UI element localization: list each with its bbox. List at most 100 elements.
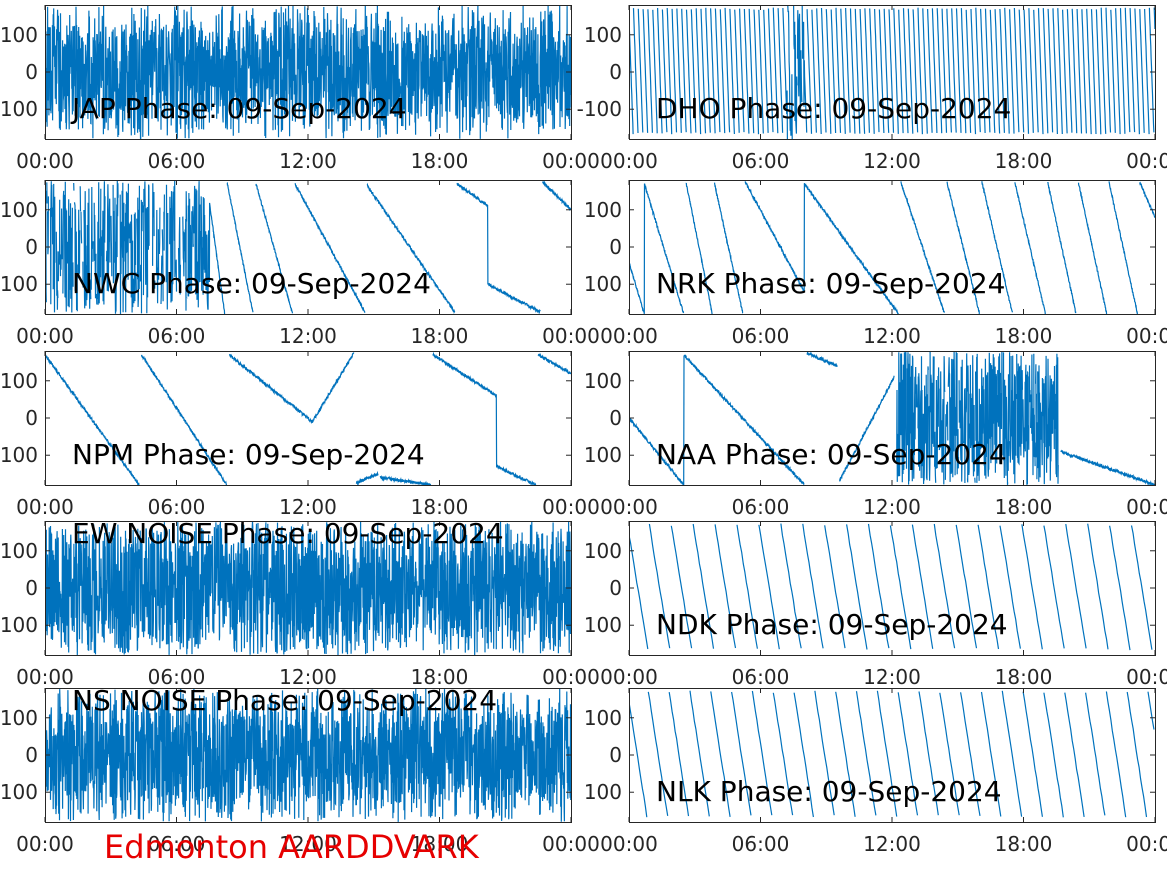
panel-title-ns-noise: NS NOISE Phase: 09-Sep-2024 [72, 684, 497, 717]
series-line-ew-noise [45, 521, 571, 655]
panel-ns-noise: 100 0 100 00:00 06:00 12:00 18:00 00:00 NS NOISE… [0, 684, 600, 856]
y-tick-label: 0 [25, 576, 38, 600]
y-tick-label: 100 [584, 706, 622, 730]
panel-title-ndk: NDK Phase: 09-Sep-2024 [656, 608, 1008, 641]
y-tick-label: 100 [584, 23, 622, 47]
x-tick-label: 06:00 [148, 149, 206, 173]
series-line-nrk [629, 181, 1155, 314]
x-tick-label: 00:00 [16, 665, 74, 689]
y-tick-label: 100 [584, 369, 622, 393]
x-tick-label: 00:00 [1126, 832, 1167, 856]
x-tick-label: 18:00 [411, 832, 469, 856]
x-tick-label: 00:00 [600, 324, 658, 348]
y-tick-label: 100 [0, 539, 38, 563]
x-tick-label: 06:00 [148, 665, 206, 689]
panel-title-nrk: NRK Phase: 09-Sep-2024 [656, 267, 1005, 300]
y-tick-label: 100 [0, 97, 38, 121]
panel-npm: 100 0 100 00:00 06:00 12:00 18:00 00:00 NPM Phas… [0, 351, 600, 519]
x-tick-label: 00:00 [542, 324, 600, 348]
panel-nrk: 100 0 100 00:00 06:00 12:00 18:00 00:00 NRK Phas… [584, 180, 1167, 348]
y-tick-label: 0 [609, 235, 622, 259]
x-tick-label: 06:00 [148, 832, 206, 856]
x-tick-label: 00:00 [542, 832, 600, 856]
panel-title-nlk: NLK Phase: 09-Sep-2024 [656, 775, 1002, 808]
y-tick-label: 100 [584, 780, 622, 804]
x-tick-label: 12:00 [279, 665, 337, 689]
y-tick-label: -100 [577, 97, 622, 121]
y-tick-label: 0 [609, 576, 622, 600]
panel-ndk: 100 0 100 00:00 06:00 12:00 18:00 00:00 NDK Phas… [584, 521, 1167, 689]
x-tick-label: 06:00 [148, 324, 206, 348]
x-tick-label: 12:00 [279, 324, 337, 348]
y-tick-label: 100 [584, 272, 622, 296]
x-tick-label: 18:00 [995, 324, 1053, 348]
x-tick-label: 18:00 [411, 665, 469, 689]
y-tick-label: 0 [25, 60, 38, 84]
x-tick-label: 18:00 [995, 149, 1053, 173]
series-line-naa [629, 351, 1155, 485]
y-tick-label: 0 [609, 406, 622, 430]
x-tick-label: 00:00 [16, 324, 74, 348]
x-tick-label: 00:00 [600, 665, 658, 689]
x-tick-label: 00:00 [16, 495, 74, 519]
panel-title-dho: DHO Phase: 09-Sep-2024 [656, 92, 1011, 125]
x-tick-label: 12:00 [279, 832, 337, 856]
panel-ew-noise: 100 0 100 00:00 06:00 12:00 18:00 00:00 EW NOISE… [0, 517, 600, 689]
y-tick-label: 100 [0, 443, 38, 467]
x-tick-label: 12:00 [863, 665, 921, 689]
x-tick-label: 00:00 [600, 495, 658, 519]
x-tick-label: 06:00 [732, 832, 790, 856]
x-tick-label: 06:00 [732, 495, 790, 519]
x-tick-label: 12:00 [279, 495, 337, 519]
panel-naa: 100 0 100 00:00 06:00 12:00 18:00 00:00 NAA Phas… [584, 351, 1167, 519]
panel-title-naa: NAA Phase: 09-Sep-2024 [656, 438, 1007, 471]
x-tick-label: 00:00 [542, 495, 600, 519]
x-tick-label: 00:00 [16, 149, 74, 173]
y-tick-label: 0 [609, 743, 622, 767]
y-tick-label: 0 [25, 406, 38, 430]
panel-nwc: 100 0 100 00:00 06:00 12:00 18:00 00:00 NWC Phas… [0, 180, 600, 348]
y-tick-label: 100 [0, 198, 38, 222]
series-line-npm [45, 351, 571, 485]
panel-dho: -100 0 100 00:00 06:00 12:00 18:00 00:00 DHO Pha… [577, 5, 1167, 173]
panel-jap: 100 0 100 00:00 06:00 12:00 18:00 00:00 JAP Phas… [0, 5, 600, 173]
x-tick-label: 00:00 [1126, 665, 1167, 689]
x-tick-label: 12:00 [279, 149, 337, 173]
x-tick-label: 12:00 [863, 495, 921, 519]
y-tick-label: 100 [584, 198, 622, 222]
x-tick-label: 18:00 [995, 495, 1053, 519]
y-tick-label: 100 [584, 443, 622, 467]
x-tick-label: 12:00 [863, 324, 921, 348]
x-tick-label: 00:00 [1126, 324, 1167, 348]
panel-title-nwc: NWC Phase: 09-Sep-2024 [72, 267, 431, 300]
x-tick-label: 06:00 [732, 324, 790, 348]
y-tick-label: 0 [25, 235, 38, 259]
y-tick-label: 100 [0, 23, 38, 47]
x-tick-label: 00:00 [600, 149, 658, 173]
x-tick-label: 18:00 [995, 832, 1053, 856]
y-tick-label: 100 [0, 780, 38, 804]
y-tick-label: 100 [0, 706, 38, 730]
y-tick-label: 0 [609, 60, 622, 84]
x-tick-label: 06:00 [148, 495, 206, 519]
station-title: Edmonton AARDDVARK [104, 828, 479, 866]
y-tick-label: 100 [584, 613, 622, 637]
x-tick-label: 06:00 [732, 149, 790, 173]
x-tick-label: 18:00 [995, 665, 1053, 689]
x-tick-label: 00:00 [542, 665, 600, 689]
series-line-dho [629, 5, 1155, 139]
x-tick-label: 00:00 [600, 832, 658, 856]
panel-nlk: 100 0 100 00:00 06:00 12:00 18:00 00:00 NLK Phas… [584, 688, 1167, 856]
x-tick-label: 18:00 [411, 149, 469, 173]
series-line-ns-noise [45, 688, 571, 822]
y-tick-label: 100 [0, 272, 38, 296]
panel-title-jap: JAP Phase: 09-Sep-2024 [70, 92, 407, 125]
y-tick-label: 100 [0, 369, 38, 393]
y-tick-label: 0 [25, 743, 38, 767]
x-tick-label: 12:00 [863, 149, 921, 173]
panel-title-npm: NPM Phase: 09-Sep-2024 [72, 438, 425, 471]
series-line-jap [45, 5, 571, 139]
x-tick-label: 00:00 [1126, 149, 1167, 173]
series-line-nlk [629, 690, 1155, 818]
